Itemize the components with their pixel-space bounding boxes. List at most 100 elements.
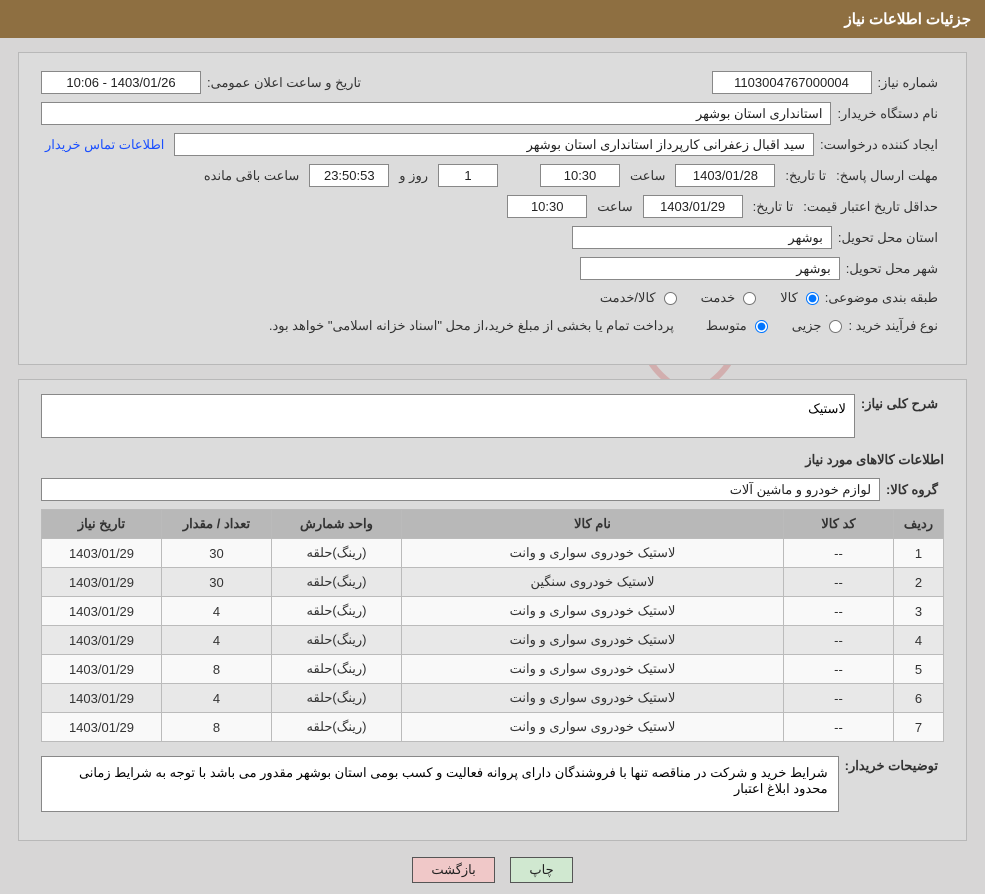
province-label: استان محل تحویل: <box>838 228 944 248</box>
process-label: نوع فرآیند خرید : <box>848 316 944 336</box>
table-cell: -- <box>784 655 894 684</box>
org-label: نام دستگاه خریدار: <box>837 104 944 124</box>
table-cell: -- <box>784 713 894 742</box>
until-label-2: تا تاریخ: <box>749 199 798 215</box>
table-cell: 4 <box>894 626 944 655</box>
need-number-label: شماره نیاز: <box>878 73 944 93</box>
table-cell: لاستیک خودروی سواری و وانت <box>402 539 784 568</box>
days-field[interactable] <box>438 164 498 187</box>
payment-note: پرداخت تمام یا بخشی از مبلغ خرید،از محل … <box>261 316 682 336</box>
table-cell: 1403/01/29 <box>42 655 162 684</box>
table-cell: -- <box>784 626 894 655</box>
need-number-field[interactable] <box>712 71 872 94</box>
table-row: 2--لاستیک خودروی سنگین(رینگ)حلقه301403/0… <box>42 568 944 597</box>
table-cell: 1403/01/29 <box>42 597 162 626</box>
table-cell: 1403/01/29 <box>42 539 162 568</box>
process-small-label: جزیی <box>792 318 822 334</box>
announce-label: تاریخ و ساعت اعلان عمومی: <box>207 73 367 93</box>
buyer-notes-field[interactable] <box>41 756 839 812</box>
button-bar: چاپ بازگشت <box>0 857 985 883</box>
back-button[interactable]: بازگشت <box>412 857 494 883</box>
th-unit: واحد شمارش <box>272 510 402 539</box>
table-cell: 5 <box>894 655 944 684</box>
print-button[interactable]: چاپ <box>510 857 572 883</box>
process-small-radio[interactable] <box>829 320 842 333</box>
th-code: کد کالا <box>784 510 894 539</box>
category-service-label: خدمت <box>701 290 736 306</box>
table-cell: 1403/01/29 <box>42 568 162 597</box>
table-cell: 1403/01/29 <box>42 626 162 655</box>
table-cell: 1403/01/29 <box>42 713 162 742</box>
days-label: روز و <box>395 168 432 184</box>
table-row: 3--لاستیک خودروی سواری و وانت(رینگ)حلقه4… <box>42 597 944 626</box>
requester-label: ایجاد کننده درخواست: <box>820 135 944 155</box>
table-cell: 7 <box>894 713 944 742</box>
table-cell: لاستیک خودروی سواری و وانت <box>402 626 784 655</box>
table-cell: لاستیک خودروی سواری و وانت <box>402 655 784 684</box>
table-cell: (رینگ)حلقه <box>272 539 402 568</box>
deadline-label: مهلت ارسال پاسخ: <box>836 166 944 186</box>
contact-link[interactable]: اطلاعات تماس خریدار <box>41 137 168 153</box>
validity-time-field[interactable] <box>507 195 587 218</box>
items-section-title: اطلاعات کالاهای مورد نیاز <box>41 452 944 468</box>
table-cell: (رینگ)حلقه <box>272 684 402 713</box>
details-panel: شماره نیاز: تاریخ و ساعت اعلان عمومی: نا… <box>18 52 967 365</box>
table-row: 5--لاستیک خودروی سواری و وانت(رینگ)حلقه8… <box>42 655 944 684</box>
table-cell: -- <box>784 539 894 568</box>
table-cell: لاستیک خودروی سنگین <box>402 568 784 597</box>
overall-desc-field[interactable] <box>41 394 855 438</box>
until-label-1: تا تاریخ: <box>781 168 830 184</box>
category-both-radio[interactable] <box>664 292 677 305</box>
table-row: 6--لاستیک خودروی سواری و وانت(رینگ)حلقه4… <box>42 684 944 713</box>
th-name: نام کالا <box>402 510 784 539</box>
th-qty: تعداد / مقدار <box>162 510 272 539</box>
table-cell: 3 <box>894 597 944 626</box>
buyer-notes-label: توضیحات خریدار: <box>845 756 944 776</box>
requester-field[interactable] <box>174 133 814 156</box>
table-cell: (رینگ)حلقه <box>272 568 402 597</box>
table-row: 4--لاستیک خودروی سواری و وانت(رینگ)حلقه4… <box>42 626 944 655</box>
items-table: ردیف کد کالا نام کالا واحد شمارش تعداد /… <box>41 509 944 742</box>
validity-label: حداقل تاریخ اعتبار قیمت: <box>803 197 944 217</box>
table-cell: 4 <box>162 684 272 713</box>
table-row: 1--لاستیک خودروی سواری و وانت(رینگ)حلقه3… <box>42 539 944 568</box>
table-row: 7--لاستیک خودروی سواری و وانت(رینگ)حلقه8… <box>42 713 944 742</box>
table-cell: (رینگ)حلقه <box>272 597 402 626</box>
page-title: جزئیات اطلاعات نیاز <box>0 0 985 38</box>
table-cell: 6 <box>894 684 944 713</box>
category-both-label: کالا/خدمت <box>600 290 656 306</box>
table-cell: 4 <box>162 597 272 626</box>
items-panel: شرح کلی نیاز: اطلاعات کالاهای مورد نیاز … <box>18 379 967 841</box>
deadline-date-field[interactable] <box>675 164 775 187</box>
group-field[interactable] <box>41 478 880 501</box>
time-label-2: ساعت <box>593 199 636 215</box>
process-mid-radio[interactable] <box>755 320 768 333</box>
table-cell: 4 <box>162 626 272 655</box>
category-goods-radio[interactable] <box>806 292 819 305</box>
table-cell: 1403/01/29 <box>42 684 162 713</box>
process-mid-label: متوسط <box>706 318 747 334</box>
table-cell: 1 <box>894 539 944 568</box>
table-cell: 8 <box>162 713 272 742</box>
city-field[interactable] <box>580 257 840 280</box>
table-cell: لاستیک خودروی سواری و وانت <box>402 684 784 713</box>
table-cell: -- <box>784 597 894 626</box>
category-goods-label: کالا <box>780 290 798 306</box>
table-cell: لاستیک خودروی سواری و وانت <box>402 713 784 742</box>
deadline-time-field[interactable] <box>540 164 620 187</box>
category-label: طبقه بندی موضوعی: <box>825 288 944 308</box>
table-cell: -- <box>784 684 894 713</box>
validity-date-field[interactable] <box>643 195 743 218</box>
table-cell: -- <box>784 568 894 597</box>
table-cell: 30 <box>162 568 272 597</box>
announce-field[interactable] <box>41 71 201 94</box>
table-cell: لاستیک خودروی سواری و وانت <box>402 597 784 626</box>
org-field[interactable] <box>41 102 831 125</box>
category-service-radio[interactable] <box>743 292 756 305</box>
th-row: ردیف <box>894 510 944 539</box>
overall-desc-label: شرح کلی نیاز: <box>861 394 944 414</box>
table-cell: (رینگ)حلقه <box>272 713 402 742</box>
countdown-field[interactable] <box>309 164 389 187</box>
province-field[interactable] <box>572 226 832 249</box>
table-cell: (رینگ)حلقه <box>272 655 402 684</box>
